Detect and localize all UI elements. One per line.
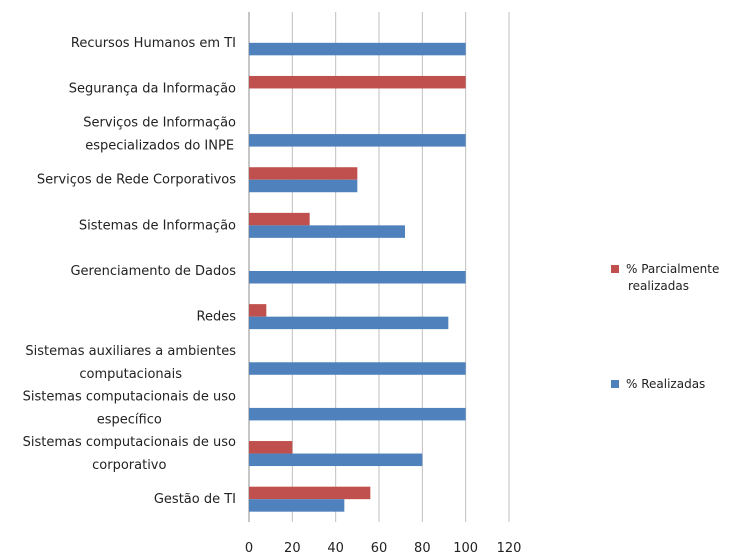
x-tick-label: 40 <box>327 541 344 556</box>
category-label-line: Recursos Humanos em TI <box>71 36 236 51</box>
category-label-line: Sistemas auxiliares a ambientes <box>25 344 236 359</box>
category-labels: Recursos Humanos em TI Segurança da Infor… <box>23 36 237 507</box>
category-label: Sistemas auxiliares a ambientes computaci… <box>25 344 236 382</box>
category-label-line: Sistemas computacionais de uso <box>23 435 236 450</box>
category-label: Segurança da Informação <box>69 81 236 96</box>
legend-swatch <box>611 380 619 388</box>
bar-realizadas <box>249 453 423 467</box>
category-label-line: Serviços de Informação <box>83 116 236 131</box>
category-label-line: específico <box>97 412 162 427</box>
bar-realizadas <box>249 316 449 330</box>
category-label-line: computacionais <box>79 367 182 382</box>
bar-realizadas <box>249 42 466 56</box>
bar-parcialmente <box>249 212 310 226</box>
category-label-line: Gerenciamento de Dados <box>70 264 236 279</box>
category-label-line: Serviços de Rede Corporativos <box>37 173 236 188</box>
x-tick-label: 80 <box>414 541 431 556</box>
category-label: Serviços de Rede Corporativos <box>37 173 236 188</box>
x-tick-label: 120 <box>497 541 522 556</box>
category-label: Sistemas de Informação <box>79 218 236 233</box>
bar-parcialmente <box>249 441 293 454</box>
x-tick-label: 0 <box>245 541 253 556</box>
bar-realizadas <box>249 225 405 238</box>
legend-label: % Realizadas <box>626 377 705 391</box>
legend-label-line: realizadas <box>628 279 689 293</box>
category-label: Sistemas computacionais de uso específico <box>23 389 236 427</box>
bar-realizadas <box>249 179 358 193</box>
category-label: Serviços de Informação especializados do … <box>83 116 236 154</box>
x-tick-label: 60 <box>371 541 388 556</box>
category-label-line: Gestão de TI <box>154 492 236 507</box>
x-tick-label: 20 <box>284 541 301 556</box>
bar-realizadas <box>249 271 466 284</box>
bar-parcialmente <box>249 304 267 317</box>
legend: % Parcialmente realizadas % Realizadas <box>611 262 719 391</box>
legend-label: % Parcialmente realizadas <box>626 262 719 293</box>
category-label-line: especializados do INPE <box>85 139 234 154</box>
gridlines <box>248 12 510 522</box>
category-label: Sistemas computacionais de uso corporativ… <box>23 435 236 473</box>
bar-realizadas <box>249 407 466 421</box>
legend-label-line: % Realizadas <box>626 377 705 391</box>
bar-realizadas <box>249 134 466 147</box>
category-label: Recursos Humanos em TI <box>71 36 236 51</box>
category-label-line: Redes <box>197 310 237 325</box>
x-tick-labels: 0 20 40 60 80 100 120 <box>245 541 522 556</box>
category-label: Gerenciamento de Dados <box>70 264 236 279</box>
legend-label-line: % Parcialmente <box>626 262 719 276</box>
bar-parcialmente <box>249 486 371 500</box>
category-label: Redes <box>197 310 237 325</box>
bar-realizadas <box>249 362 466 375</box>
bars <box>249 42 466 512</box>
bar-realizadas <box>249 499 345 512</box>
category-label: Gestão de TI <box>154 492 236 507</box>
category-label-line: Sistemas computacionais de uso <box>23 389 236 404</box>
x-tick-label: 100 <box>453 541 478 556</box>
legend-swatch <box>611 265 619 273</box>
bar-parcialmente <box>249 75 466 89</box>
category-label-line: Segurança da Informação <box>69 81 236 96</box>
category-label-line: corporativo <box>92 458 166 473</box>
category-label-line: Sistemas de Informação <box>79 218 236 233</box>
bar-parcialmente <box>249 167 358 180</box>
